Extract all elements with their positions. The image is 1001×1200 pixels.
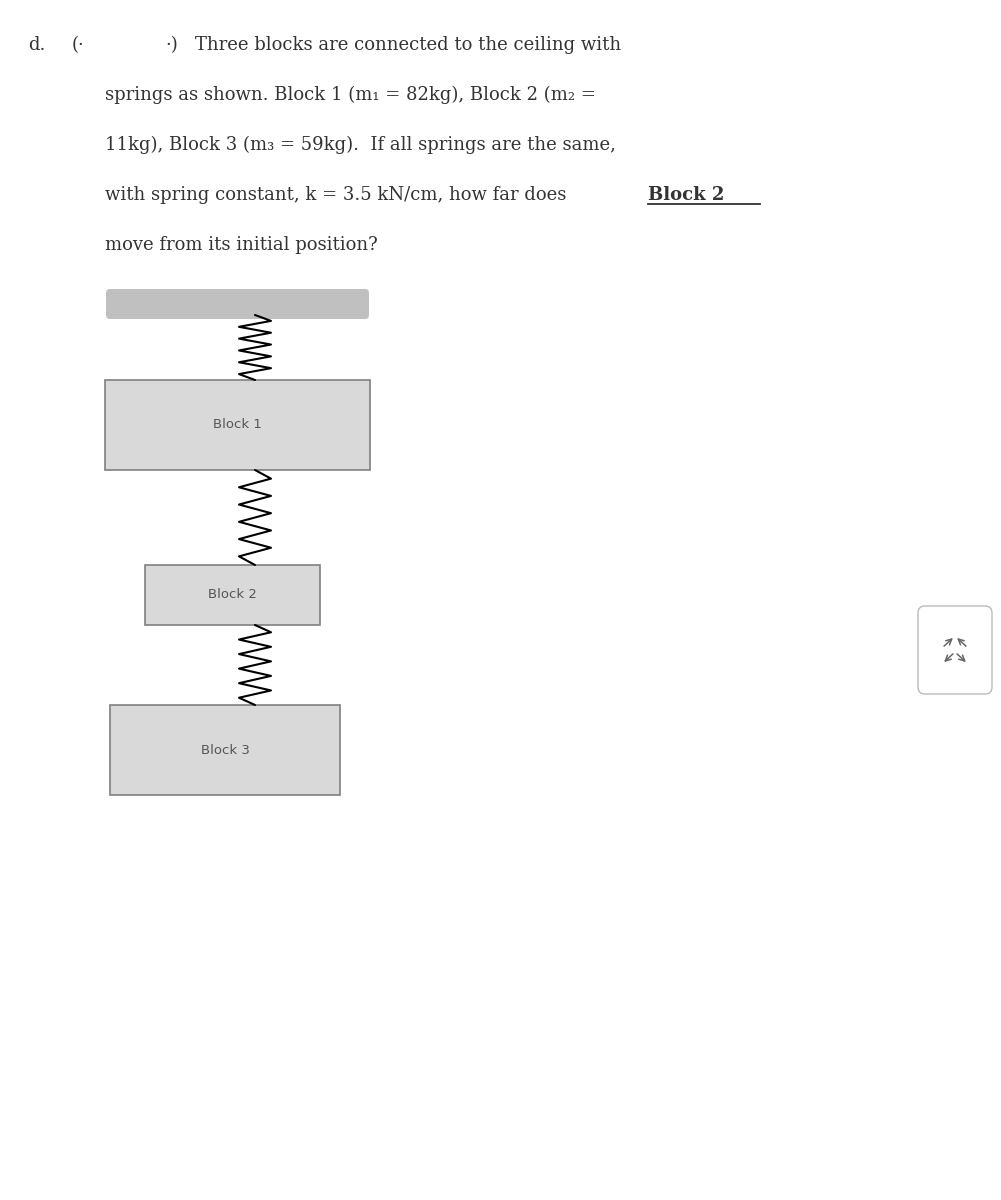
Text: 11kg), Block 3 (m₃ = 59kg).  If all springs are the same,: 11kg), Block 3 (m₃ = 59kg). If all sprin… bbox=[105, 136, 616, 154]
Text: (·: (· bbox=[72, 36, 85, 54]
FancyBboxPatch shape bbox=[918, 606, 992, 694]
Text: Block 3: Block 3 bbox=[200, 744, 249, 756]
Text: d.: d. bbox=[28, 36, 45, 54]
FancyBboxPatch shape bbox=[106, 289, 369, 319]
Text: with spring constant, k = 3.5 kN/cm, how far does: with spring constant, k = 3.5 kN/cm, how… bbox=[105, 186, 573, 204]
Text: ·): ·) bbox=[165, 36, 178, 54]
FancyBboxPatch shape bbox=[105, 380, 370, 470]
Text: move from its initial position?: move from its initial position? bbox=[105, 236, 377, 254]
Text: springs as shown. Block 1 (m₁ = 82kg), Block 2 (m₂ =: springs as shown. Block 1 (m₁ = 82kg), B… bbox=[105, 86, 596, 104]
Text: Block 1: Block 1 bbox=[213, 419, 262, 432]
FancyBboxPatch shape bbox=[110, 704, 340, 794]
Text: Block 2: Block 2 bbox=[648, 186, 725, 204]
Text: Three blocks are connected to the ceiling with: Three blocks are connected to the ceilin… bbox=[195, 36, 622, 54]
FancyBboxPatch shape bbox=[145, 565, 320, 625]
Text: Block 2: Block 2 bbox=[208, 588, 257, 601]
